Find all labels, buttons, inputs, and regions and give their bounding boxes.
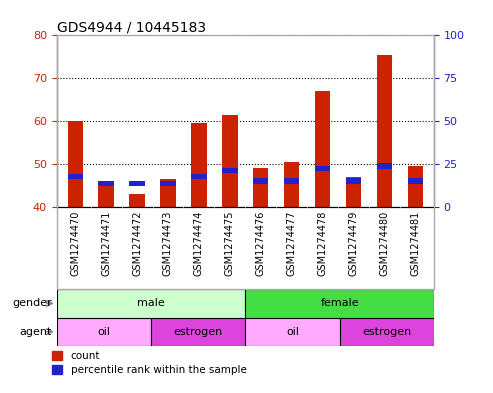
Bar bbox=[346, 178, 361, 184]
Text: GSM1274470: GSM1274470 bbox=[70, 211, 80, 276]
Bar bbox=[253, 168, 269, 207]
Text: GSM1274474: GSM1274474 bbox=[194, 211, 204, 276]
Bar bbox=[129, 181, 145, 186]
Bar bbox=[346, 177, 361, 207]
Text: male: male bbox=[137, 298, 165, 309]
Bar bbox=[68, 174, 83, 179]
Text: GSM1274476: GSM1274476 bbox=[256, 211, 266, 276]
Bar bbox=[160, 179, 176, 207]
Bar bbox=[99, 181, 114, 186]
Text: oil: oil bbox=[97, 327, 110, 337]
Bar bbox=[151, 318, 245, 346]
Bar bbox=[191, 174, 207, 179]
Text: estrogen: estrogen bbox=[174, 327, 223, 337]
Text: GSM1274481: GSM1274481 bbox=[410, 211, 421, 276]
Text: GSM1274475: GSM1274475 bbox=[225, 211, 235, 276]
Text: estrogen: estrogen bbox=[362, 327, 411, 337]
Text: GSM1274480: GSM1274480 bbox=[380, 211, 389, 276]
Bar bbox=[99, 183, 114, 207]
Text: GSM1274478: GSM1274478 bbox=[317, 211, 327, 276]
Text: GSM1274471: GSM1274471 bbox=[101, 211, 111, 276]
Text: GSM1274473: GSM1274473 bbox=[163, 211, 173, 276]
Bar bbox=[377, 163, 392, 169]
Text: GSM1274479: GSM1274479 bbox=[349, 211, 358, 276]
Bar bbox=[68, 121, 83, 207]
Text: GSM1274477: GSM1274477 bbox=[286, 211, 297, 276]
Bar bbox=[245, 289, 434, 318]
Legend: count, percentile rank within the sample: count, percentile rank within the sample bbox=[52, 351, 246, 375]
Bar bbox=[315, 165, 330, 171]
Bar bbox=[408, 166, 423, 207]
Bar bbox=[315, 91, 330, 207]
Bar bbox=[408, 178, 423, 184]
Bar bbox=[340, 318, 434, 346]
Text: female: female bbox=[320, 298, 359, 309]
Bar bbox=[222, 115, 238, 207]
Bar bbox=[129, 194, 145, 207]
Bar bbox=[284, 162, 299, 207]
Bar bbox=[160, 181, 176, 186]
Bar bbox=[377, 55, 392, 207]
Bar bbox=[253, 178, 269, 184]
Text: oil: oil bbox=[286, 327, 299, 337]
Bar bbox=[57, 318, 151, 346]
Bar bbox=[245, 318, 340, 346]
Text: agent: agent bbox=[19, 327, 52, 337]
Bar bbox=[284, 178, 299, 184]
Bar bbox=[191, 123, 207, 207]
Bar bbox=[222, 168, 238, 173]
Text: GSM1274472: GSM1274472 bbox=[132, 211, 142, 276]
Text: gender: gender bbox=[12, 298, 52, 309]
Text: GDS4944 / 10445183: GDS4944 / 10445183 bbox=[57, 20, 206, 34]
Bar bbox=[57, 289, 245, 318]
